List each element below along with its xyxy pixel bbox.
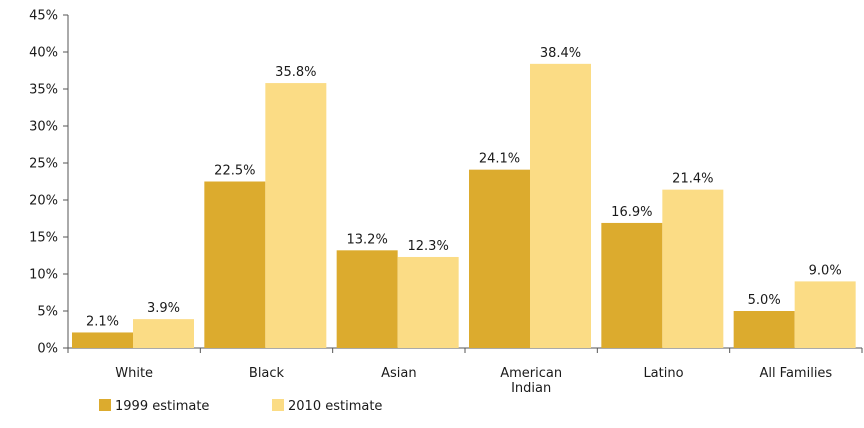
bar-value-label: 5.0% xyxy=(748,293,781,308)
bar-2010-estimate xyxy=(265,83,327,348)
bar-2010-estimate xyxy=(397,256,459,348)
y-tick-label: 40% xyxy=(29,46,58,61)
y-tick-label: 25% xyxy=(29,157,58,172)
legend-swatch xyxy=(99,399,111,411)
bar-value-label: 12.3% xyxy=(408,239,449,254)
x-category-label: American Indian xyxy=(500,366,562,396)
y-tick-label: 45% xyxy=(29,9,58,24)
x-category-label: Black xyxy=(249,366,285,381)
bar-1999-estimate xyxy=(733,311,795,348)
bar-value-label: 35.8% xyxy=(275,65,316,80)
x-category-label: White xyxy=(115,366,153,381)
chart-value-labels: 2.1% 22.5% 13.2% 24.1% 16.9% 5.0% 3.9% 35.8% 12.… xyxy=(86,46,842,330)
chart-legend: 1999 estimate 2010 estimate xyxy=(99,399,382,414)
chart-bars xyxy=(72,63,856,349)
legend-label: 2010 estimate xyxy=(288,399,382,414)
bar-value-label: 16.9% xyxy=(611,205,652,220)
bar-1999-estimate xyxy=(336,250,398,348)
bar-1999-estimate xyxy=(469,169,530,348)
legend-swatch xyxy=(272,399,284,411)
y-tick-label: 15% xyxy=(29,231,58,246)
bar-value-label: 24.1% xyxy=(479,152,520,167)
bar-value-label: 13.2% xyxy=(347,232,388,247)
x-category-label: All Families xyxy=(759,366,832,381)
chart-axes: 0% 5% 10% 15% 20% 25% 30% 35% 40% 45% White Black As… xyxy=(29,9,863,396)
bar-value-label: 38.4% xyxy=(540,46,581,61)
bar-value-label: 9.0% xyxy=(809,263,842,278)
bar-value-label: 2.1% xyxy=(86,314,119,329)
legend-label: 1999 estimate xyxy=(115,399,209,414)
bar-value-label: 3.9% xyxy=(147,301,180,316)
y-tick-label: 0% xyxy=(37,342,58,357)
bar-1999-estimate xyxy=(72,332,133,348)
y-tick-label: 10% xyxy=(29,268,58,283)
bar-2010-estimate xyxy=(794,281,856,348)
bar-value-label: 21.4% xyxy=(672,172,713,187)
bar-1999-estimate xyxy=(204,181,266,348)
bar-value-label: 22.5% xyxy=(214,164,255,179)
bar-1999-estimate xyxy=(601,222,663,348)
bar-2010-estimate xyxy=(530,63,591,349)
x-category-label: Asian xyxy=(381,366,416,381)
x-category-label: Latino xyxy=(643,366,683,381)
y-tick-label: 20% xyxy=(29,194,58,209)
y-tick-label: 35% xyxy=(29,83,58,98)
y-tick-label: 30% xyxy=(29,120,58,135)
bar-2010-estimate xyxy=(662,189,724,348)
y-tick-label: 5% xyxy=(37,305,58,320)
bar-2010-estimate xyxy=(133,319,194,348)
